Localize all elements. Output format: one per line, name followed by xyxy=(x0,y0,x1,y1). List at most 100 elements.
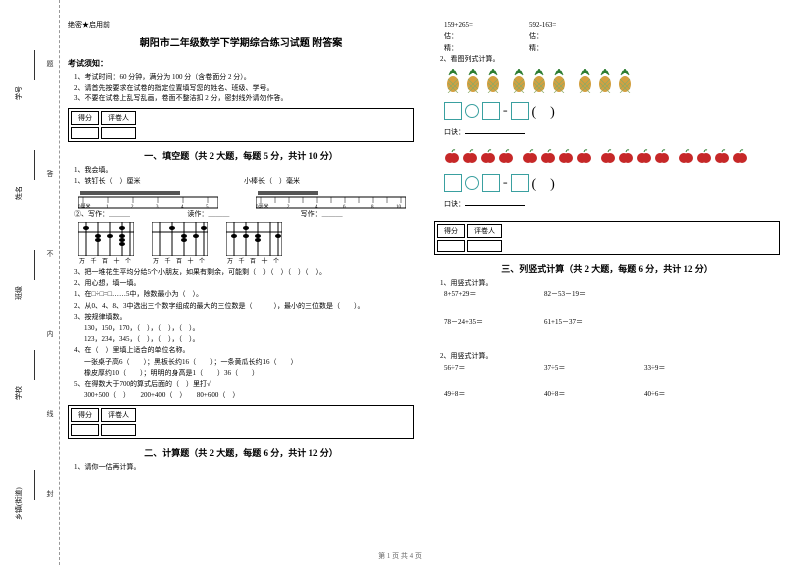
seal-mark: 内 xyxy=(45,330,55,337)
binding-line xyxy=(34,50,35,80)
q-text: 4、在（ ）里填上适合的单位名称。 xyxy=(74,345,414,356)
page: 乡镇(街道) 学校 班级 姓名 学号 封 线 内 不 答 题 绝密★启用前 朝阳… xyxy=(0,0,800,565)
seal-mark: 不 xyxy=(45,250,55,257)
q-text: 3、按规律填数。 xyxy=(74,312,414,323)
calc-cell: 精： xyxy=(444,42,529,54)
apple-icon xyxy=(462,149,478,165)
score-blank xyxy=(437,240,465,252)
column-left: 绝密★启用前 朝阳市二年级数学下学期综合练习试题 附答案 考试须知： 1、考试时… xyxy=(68,20,414,545)
apple-icon xyxy=(654,149,670,165)
svg-text:0毫米: 0毫米 xyxy=(256,203,269,209)
apple-icon xyxy=(636,149,652,165)
equals: = xyxy=(503,179,508,188)
abacus: 万 千 百 十 个 xyxy=(226,222,282,265)
underline xyxy=(465,133,525,134)
calc-cell: 估： xyxy=(444,30,529,42)
q-text: 300+500（ ） 200+400（ ） 80+600（ ） xyxy=(84,390,414,401)
apple-icon xyxy=(444,149,460,165)
score-cell: 得分 xyxy=(437,224,465,238)
blank-box xyxy=(482,102,500,120)
ruler-cm: 0厘米 12345 xyxy=(78,189,236,207)
calc-cell: 估： xyxy=(529,30,614,42)
binding-label: 学号 xyxy=(14,86,24,100)
fruit-group xyxy=(678,149,748,167)
abacus-label: 万 千 百 十 个 xyxy=(153,256,207,265)
section-title: 一、填空题（共 2 大题，每题 5 分，共计 10 分） xyxy=(68,149,414,162)
apple-row xyxy=(444,149,780,167)
q-text: 3、把一堆花生平均分给5个小朋友，如果有剩余，可能剩（ ）（ ）（ ）（ ）。 xyxy=(74,267,414,278)
content-area: 绝密★启用前 朝阳市二年级数学下学期综合练习试题 附答案 考试须知： 1、考试时… xyxy=(68,20,780,545)
blank-box xyxy=(444,102,462,120)
section-title: 三、列竖式计算（共 2 大题，每题 6 分，共计 12 分） xyxy=(434,262,780,275)
score-box: 得分评卷人 xyxy=(68,405,414,439)
seal-mark: 封 xyxy=(45,490,55,497)
score-cell: 得分 xyxy=(71,408,99,422)
vcalc-item: 56÷7＝ xyxy=(444,363,544,373)
fruit-group xyxy=(522,149,592,167)
fruit-group xyxy=(600,149,670,167)
calc-cell: 精： xyxy=(529,42,614,54)
question-stem: 1、用竖式计算。 xyxy=(440,278,780,289)
pineapple-icon xyxy=(576,69,594,93)
q-text: 小棒长（ ）毫米 xyxy=(244,176,414,187)
vcalc-item: 78－24+35＝ xyxy=(444,317,544,327)
pineapple-icon xyxy=(530,69,548,93)
score-cell: 评卷人 xyxy=(101,408,136,422)
seal-mark: 题 xyxy=(45,60,55,67)
binding-line xyxy=(34,250,35,280)
score-blank xyxy=(71,127,99,139)
op-circle xyxy=(465,176,479,190)
op-circle xyxy=(465,104,479,118)
apple-icon xyxy=(558,149,574,165)
vcalc-item: 40÷6＝ xyxy=(644,389,744,399)
calc-grid: 159+265=592-163= 估：估： 精：精： xyxy=(444,20,780,54)
q-text: 130，150，170，（ ），（ ），（ ）。 xyxy=(84,323,414,334)
question-stem: 1、请你一估再计算。 xyxy=(74,462,414,473)
section-title: 二、计算题（共 2 大题，每题 6 分，共计 12 分） xyxy=(68,446,414,459)
question-stem: 2、用竖式计算。 xyxy=(440,351,780,362)
abacus-label: 万 千 百 十 个 xyxy=(227,256,281,265)
q-text: 写作：＿＿＿ xyxy=(301,209,414,220)
score-blank xyxy=(101,127,136,139)
page-footer: 第 1 页 共 4 页 xyxy=(0,551,800,561)
apple-icon xyxy=(600,149,616,165)
notice-head: 考试须知： xyxy=(68,58,414,69)
notice-line: 3、不要在试卷上乱写乱画，卷面不整洁扣 2 分，密封线外请勿作答。 xyxy=(74,93,414,104)
score-blank xyxy=(101,424,136,436)
kj-label: 口诀： xyxy=(444,200,465,208)
apple-icon xyxy=(540,149,556,165)
abacus: 万 千 百 十 个 xyxy=(78,222,134,265)
seal-mark: 线 xyxy=(45,410,55,417)
q-text: 橡皮厚约10（ ）；明明的身高是1（ ）36（ ） xyxy=(84,368,414,379)
apple-icon xyxy=(732,149,748,165)
pineapple-row xyxy=(444,69,780,95)
binding-label: 班级 xyxy=(14,286,24,300)
vcalc-item: 40÷8＝ xyxy=(544,389,644,399)
fruit-group xyxy=(576,69,634,95)
abacus-row: 万 千 百 十 个 万 千 百 十 个 万 千 百 十 个 xyxy=(78,222,404,265)
equals: = xyxy=(503,107,508,116)
score-blank xyxy=(71,424,99,436)
q-text: 123，234，345，（ ），（ ），（ ）。 xyxy=(84,334,414,345)
apple-icon xyxy=(696,149,712,165)
binding-label: 学校 xyxy=(14,386,24,400)
column-right: 159+265=592-163= 估：估： 精：精： 2、看图列式计算。 = (… xyxy=(434,20,780,545)
q-text: 1、铁钉长（ ）厘米 xyxy=(74,176,244,187)
apple-icon xyxy=(618,149,634,165)
q-text: 一张桌子高6（ ）；黑板长约16（ ）；一条黄瓜长约16（ ） xyxy=(84,357,414,368)
calc-cell: 592-163= xyxy=(529,20,614,30)
score-blank xyxy=(467,240,502,252)
equation-boxes: = ( ) xyxy=(444,173,780,193)
vertical-calc: 56÷7＝37÷5＝33÷9＝ 49÷8＝40÷8＝40÷6＝ xyxy=(444,363,780,409)
vertical-calc: 8+57+29＝82－53－19＝ 78－24+35＝61+15－37＝ xyxy=(444,289,780,337)
question-stem: 1、我会填。 xyxy=(74,165,414,176)
question-stem: 2、看图列式计算。 xyxy=(440,54,780,65)
binding-line xyxy=(34,350,35,380)
paren: ( ) xyxy=(532,173,555,193)
apple-icon xyxy=(498,149,514,165)
q-text: 5、在得数大于700的算式后面的（ ）里打√ xyxy=(74,379,414,390)
blank-box xyxy=(511,102,529,120)
q-text: ②、写作：＿＿＿ xyxy=(74,209,187,220)
apple-icon xyxy=(480,149,496,165)
apple-icon xyxy=(714,149,730,165)
